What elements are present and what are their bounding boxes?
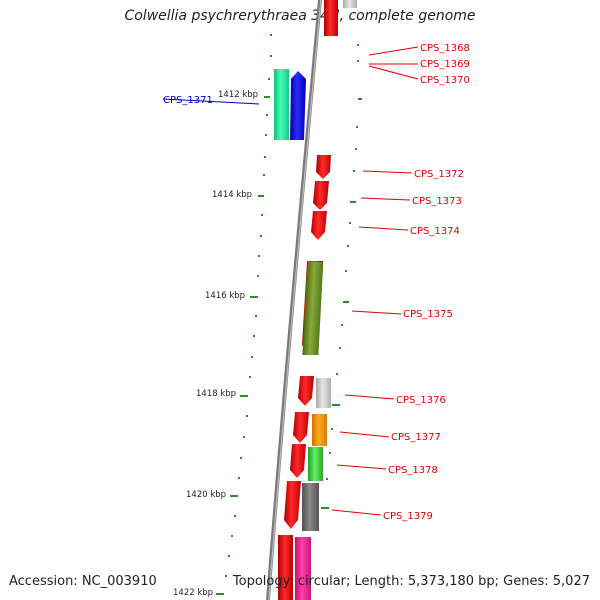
gene-label-cps-1368[interactable]: CPS_1368 [420, 43, 470, 54]
gene-label-cps-1372[interactable]: CPS_1372 [414, 169, 464, 180]
gene-block [293, 412, 309, 443]
gene-block [298, 376, 314, 406]
scale-labels: 1412 kbp 1414 kbp 1416 kbp 1418 kbp 1420… [173, 90, 258, 598]
gene-block [316, 155, 331, 179]
gene-label-cps-1377[interactable]: CPS_1377 [391, 432, 441, 443]
inner-tick-dots [216, 34, 272, 595]
genome-summary-text: Topology: circular; Length: 5,373,180 bp… [232, 574, 590, 589]
gene-label-cps-1369[interactable]: CPS_1369 [420, 59, 470, 70]
genome-backbone-highlight [268, 0, 322, 600]
gene-block [302, 483, 319, 531]
gene-block [295, 537, 311, 600]
gene-block [324, 0, 338, 36]
gene-label-cps-1375[interactable]: CPS_1375 [403, 309, 453, 320]
gene-block [290, 444, 306, 478]
gene-block [302, 262, 324, 355]
gene-label-cps-1370[interactable]: CPS_1370 [420, 75, 470, 86]
scale-label: 1416 kbp [205, 291, 245, 301]
gene-label-cps-1374[interactable]: CPS_1374 [410, 226, 460, 237]
accession-text: Accession: NC_003910 [9, 574, 157, 589]
scale-label: 1412 kbp [218, 90, 258, 100]
gene-label-cps-1379[interactable]: CPS_1379 [383, 511, 433, 522]
gene-block [313, 181, 329, 210]
scale-label: 1418 kbp [196, 389, 236, 399]
label-leader-lines [162, 46, 419, 516]
outer-tick-dots [321, 44, 362, 509]
gene-labels: CPS_1368 CPS_1369 CPS_1370 CPS_1371 CPS_… [163, 43, 470, 522]
gene-block [278, 535, 293, 600]
gene-block [308, 447, 323, 481]
gene-block [311, 211, 327, 240]
gene-block [290, 71, 306, 140]
gene-block [312, 414, 327, 446]
genome-backbone [266, 0, 322, 600]
gene-label-cps-1373[interactable]: CPS_1373 [412, 196, 462, 207]
gene-block [343, 0, 357, 8]
gene-block [284, 481, 301, 529]
gene-label-cps-1371[interactable]: CPS_1371 [163, 95, 213, 106]
gene-blocks [274, 0, 357, 600]
scale-label: 1422 kbp [173, 588, 213, 598]
gene-block [316, 378, 331, 408]
scale-label: 1420 kbp [186, 490, 226, 500]
gene-block [274, 69, 289, 140]
scale-label: 1414 kbp [212, 190, 252, 200]
gene-label-cps-1378[interactable]: CPS_1378 [388, 465, 438, 476]
map-title: Colwellia psychrerythraea 34H, complete … [124, 8, 476, 24]
gene-label-cps-1376[interactable]: CPS_1376 [396, 395, 446, 406]
